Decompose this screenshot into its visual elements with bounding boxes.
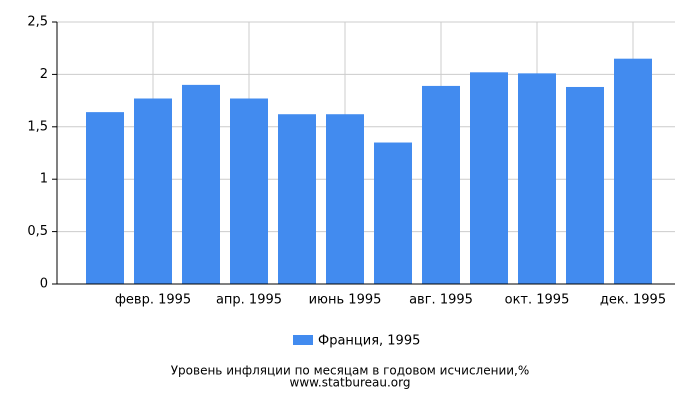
y-tick-label: 1,5 [27, 119, 48, 134]
x-tick-label: июнь 1995 [309, 293, 382, 308]
bar [566, 86, 604, 284]
legend-label: Франция, 1995 [318, 334, 420, 349]
bar [374, 142, 412, 284]
bar [470, 72, 508, 284]
x-tick-label: окт. 1995 [505, 293, 570, 308]
y-tick-label: 0,5 [27, 224, 48, 239]
y-tick-label: 0 [40, 277, 48, 292]
bar [86, 112, 124, 285]
y-tick-label: 1 [40, 172, 48, 187]
x-tick-label: дек. 1995 [600, 293, 666, 308]
bar [278, 114, 316, 284]
y-tick-label: 2 [40, 67, 48, 82]
x-tick-label: авг. 1995 [409, 293, 473, 308]
bar [182, 84, 220, 284]
bar [614, 58, 652, 285]
bar [326, 114, 364, 284]
x-tick-label: апр. 1995 [216, 293, 282, 308]
x-tick-label: февр. 1995 [115, 293, 191, 308]
chart-title: Уровень инфляции по месяцам в годовом ис… [171, 364, 530, 378]
y-tick-label: 2,5 [27, 15, 48, 30]
bar [134, 98, 172, 284]
source: www.statbureau.org [290, 376, 411, 390]
bar [230, 98, 268, 284]
legend-swatch [293, 335, 313, 345]
bar [518, 73, 556, 285]
bar [422, 85, 460, 284]
